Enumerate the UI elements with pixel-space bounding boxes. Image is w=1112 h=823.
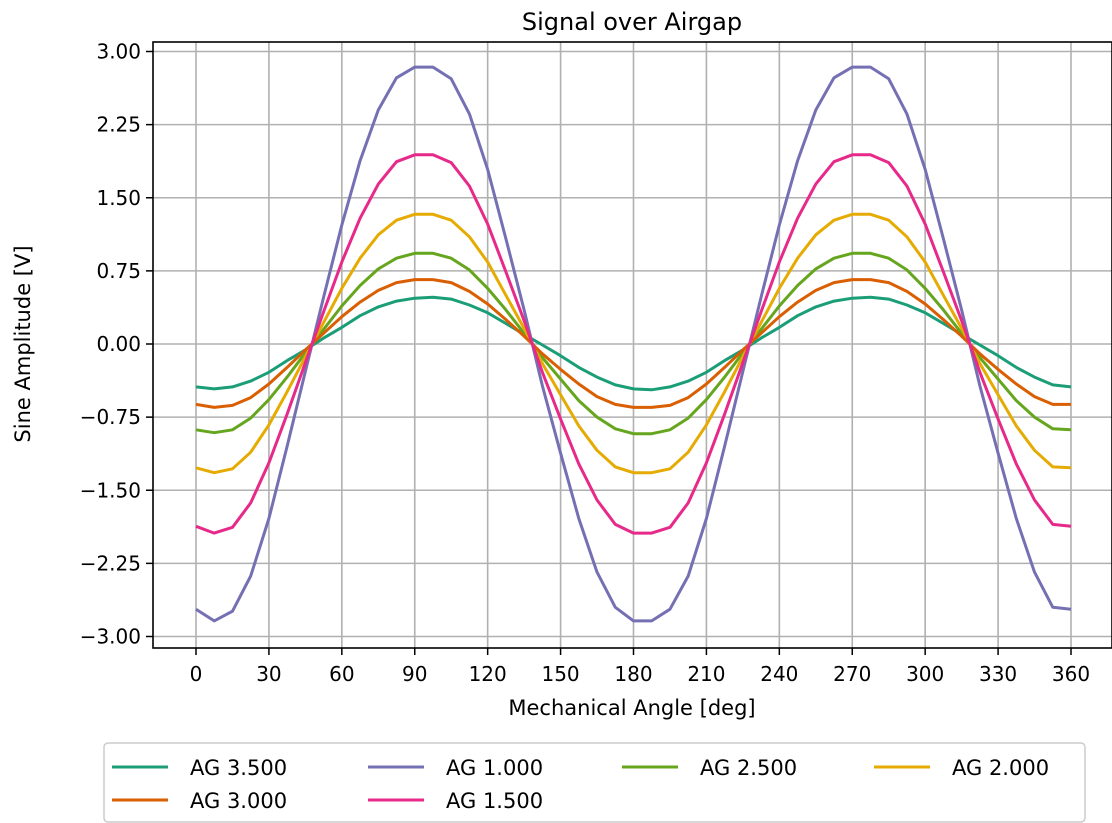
y-tick-label: 2.25 bbox=[96, 113, 141, 137]
y-tick-label: −2.25 bbox=[80, 551, 141, 575]
plot-lines bbox=[195, 65, 1072, 623]
x-tick-label: 30 bbox=[256, 662, 281, 686]
legend-label: AG 1.500 bbox=[446, 789, 543, 813]
series-line-ag-1-500 bbox=[195, 153, 1072, 535]
legend-label: AG 1.000 bbox=[446, 756, 543, 780]
legend-label: AG 3.000 bbox=[190, 789, 287, 813]
y-tick-label: 1.50 bbox=[96, 186, 141, 210]
series-line-ag-2-500 bbox=[195, 251, 1072, 436]
x-tick-label: 270 bbox=[833, 662, 871, 686]
legend-box bbox=[103, 742, 1086, 823]
series-line-ag-1-000 bbox=[195, 65, 1072, 623]
legend-label: AG 2.500 bbox=[700, 756, 797, 780]
x-tick-label: 360 bbox=[1052, 662, 1090, 686]
y-tick-label: 3.00 bbox=[96, 40, 141, 64]
series-line-ag-3-000 bbox=[195, 278, 1071, 409]
x-tick-label: 210 bbox=[687, 662, 725, 686]
y-tick-label: 0.00 bbox=[96, 332, 141, 356]
x-tick-label: 0 bbox=[190, 662, 203, 686]
x-tick-label: 120 bbox=[469, 662, 507, 686]
legend-label: AG 2.000 bbox=[952, 756, 1049, 780]
x-tick-label: 330 bbox=[979, 662, 1017, 686]
legend-label: AG 3.500 bbox=[190, 756, 287, 780]
x-tick-label: 240 bbox=[760, 662, 798, 686]
x-tick-label: 90 bbox=[402, 662, 427, 686]
plot-frame bbox=[152, 41, 1112, 649]
y-axis-label: Sine Amplitude [V] bbox=[11, 245, 35, 442]
series-line-ag-2-000 bbox=[195, 212, 1072, 475]
x-tick-label: 60 bbox=[329, 662, 354, 686]
grid bbox=[153, 42, 1112, 648]
y-tick-label: −3.00 bbox=[80, 625, 141, 649]
x-tick-label: 150 bbox=[541, 662, 579, 686]
y-tick-label: −0.75 bbox=[80, 405, 141, 429]
x-axis-label: Mechanical Angle [deg] bbox=[508, 696, 755, 720]
x-tick-label: 180 bbox=[614, 662, 652, 686]
chart-title: Signal over Airgap bbox=[522, 8, 742, 36]
series-line-ag-3-500 bbox=[195, 295, 1072, 392]
x-tick-label: 300 bbox=[906, 662, 944, 686]
legend: AG 3.500 AG 1.000 AG 2.500 AG 2.000 AG 3.000… bbox=[103, 742, 1086, 823]
axes: 0 30 60 90 120 150 180 210 240 270 300 330 360 −3.00 −… bbox=[80, 40, 1112, 686]
y-tick-label: 0.75 bbox=[96, 259, 141, 283]
y-tick-label: −1.50 bbox=[80, 478, 141, 502]
